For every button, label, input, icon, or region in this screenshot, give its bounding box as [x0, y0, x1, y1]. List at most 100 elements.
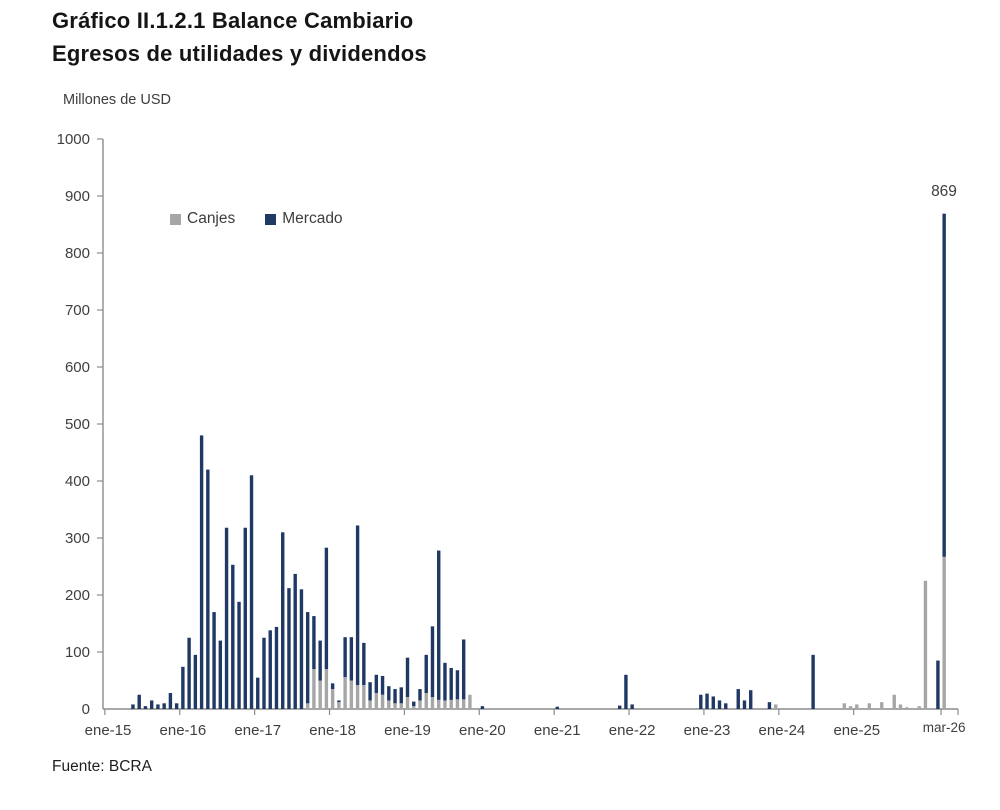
- legend-item-canjes: Canjes: [170, 210, 235, 228]
- bar-canjes: [898, 704, 903, 709]
- bar-mercado: [256, 677, 260, 709]
- bar-mercado: [262, 637, 266, 709]
- bar-mercado: [281, 532, 285, 709]
- bar-canjes: [374, 693, 379, 709]
- x-tick-label: ene-20: [459, 722, 506, 739]
- y-tick-label: 100: [65, 644, 90, 661]
- y-tick-label: 400: [65, 473, 90, 490]
- y-tick-label: 900: [65, 188, 90, 205]
- x-tick-label: ene-16: [160, 722, 207, 739]
- bar-mercado: [699, 694, 703, 709]
- bar-canjes: [449, 699, 453, 709]
- bar-canjes: [430, 697, 435, 709]
- bar-mercado: [268, 630, 272, 709]
- bar-mercado: [231, 564, 235, 709]
- x-axis-ticks: ene-15 ene-16 ene-17 ene-18 ene-19 ene-20 ene-…: [85, 709, 966, 739]
- bar-canjes: [368, 700, 372, 709]
- y-tick-label: 300: [65, 530, 90, 547]
- bar-mercado: [736, 689, 740, 709]
- bar-canjes: [867, 703, 871, 709]
- chart-legend: Canjes Mercado: [170, 210, 343, 228]
- bar-mercado: [480, 706, 485, 709]
- bar-mercado: [424, 654, 428, 694]
- canjes-swatch-icon: [170, 213, 181, 225]
- bar-mercado: [437, 550, 441, 700]
- bar-canjes: [362, 685, 366, 709]
- bar-canjes: [942, 556, 946, 709]
- bar-mercado: [624, 674, 628, 709]
- bar-mercado: [305, 612, 310, 704]
- x-tick-label: ene-18: [309, 722, 356, 739]
- bar-mercado: [936, 660, 940, 709]
- x-tick-label: ene-25: [833, 722, 880, 739]
- bar-mercado: [630, 704, 634, 709]
- y-tick-label: 1000: [57, 131, 90, 148]
- source-note: Fuente: BCRA: [52, 758, 152, 775]
- bar-mercado: [767, 702, 772, 709]
- bar-canjes: [349, 680, 354, 709]
- bar-mercado: [742, 700, 747, 709]
- bar-mercado: [212, 612, 216, 709]
- y-tick-label: 500: [65, 416, 90, 433]
- bar-mercado: [405, 657, 410, 698]
- bar-mercado: [224, 527, 229, 709]
- bar-mercado: [287, 588, 291, 709]
- bar-mercado: [218, 640, 223, 709]
- bar-canjes: [418, 700, 422, 709]
- bar-canjes: [917, 706, 921, 709]
- bar-mercado: [430, 626, 435, 698]
- bar-canjes: [905, 707, 909, 709]
- bar-mercado: [412, 701, 416, 707]
- bar-canjes: [405, 697, 410, 709]
- y-axis-ticks: 0 100 200 300 400 500 600 700 800 900 1000: [57, 131, 103, 718]
- bars-group: [131, 213, 946, 709]
- bar-value-annotation: 869: [931, 183, 957, 200]
- bar-mercado: [724, 703, 728, 709]
- bar-mercado: [337, 700, 341, 703]
- legend-label-mercado: Mercado: [282, 210, 343, 227]
- bar-mercado: [343, 637, 347, 678]
- bar-mercado: [393, 689, 397, 704]
- y-tick-label: 200: [65, 587, 90, 604]
- bar-canjes: [337, 702, 341, 709]
- bar-canjes: [892, 694, 896, 709]
- x-tick-label: ene-17: [234, 722, 281, 739]
- bar-mercado: [330, 683, 335, 690]
- bar-mercado: [443, 662, 447, 701]
- bar-mercado: [131, 704, 135, 709]
- bar-canjes: [923, 580, 928, 709]
- legend-label-canjes: Canjes: [187, 210, 236, 227]
- legend-item-mercado: Mercado: [265, 210, 343, 228]
- bar-canjes: [343, 677, 347, 709]
- bar-mercado: [717, 700, 722, 709]
- bar-canjes: [461, 699, 466, 709]
- bar-mercado: [368, 682, 372, 701]
- bar-canjes: [330, 689, 335, 709]
- x-tick-label: ene-24: [759, 722, 806, 739]
- bar-mercado: [449, 667, 453, 700]
- bar-mercado: [137, 694, 141, 709]
- x-tick-label: mar-26: [923, 720, 966, 735]
- bar-mercado: [617, 705, 622, 709]
- chart-title-line1: Gráfico II.1.2.1 Balance Cambiario: [52, 8, 414, 33]
- bar-canjes: [318, 680, 322, 709]
- bar-mercado: [324, 547, 329, 670]
- bar-mercado: [243, 527, 247, 709]
- bar-mercado: [149, 700, 154, 709]
- bar-mercado: [942, 213, 946, 557]
- bar-mercado: [274, 626, 279, 709]
- bar-mercado: [349, 637, 354, 681]
- bar-canjes: [424, 693, 428, 709]
- bar-canjes: [773, 704, 778, 709]
- bar-mercado: [555, 706, 559, 709]
- bar-canjes: [399, 703, 403, 709]
- chart-title-line2: Egresos de utilidades y dividendos: [52, 41, 427, 66]
- bar-canjes: [848, 706, 853, 709]
- bar-canjes: [437, 699, 441, 709]
- x-tick-label: ene-21: [534, 722, 581, 739]
- bar-canjes: [880, 702, 884, 709]
- y-axis-unit-label: Millones de USD: [63, 92, 171, 108]
- bar-canjes: [305, 703, 310, 709]
- x-tick-label: ene-22: [609, 722, 656, 739]
